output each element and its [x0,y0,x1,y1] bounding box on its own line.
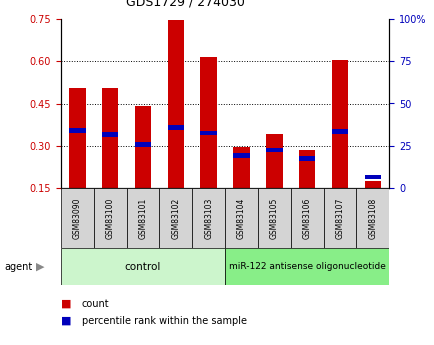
Text: agent: agent [4,262,33,272]
Bar [69,128,85,132]
Bar [298,150,315,188]
Bar [266,135,282,188]
Text: ▶: ▶ [36,262,44,272]
Bar [200,57,217,188]
Text: count: count [82,299,109,308]
Text: GSM83102: GSM83102 [171,198,180,239]
Bar [356,188,388,248]
Bar [266,148,282,152]
Text: GSM83105: GSM83105 [269,198,278,239]
Bar [126,188,159,248]
Bar [331,129,348,134]
Bar [61,188,94,248]
Text: ■: ■ [61,299,71,308]
Text: GSM83101: GSM83101 [138,198,147,239]
Text: GSM83100: GSM83100 [105,198,115,239]
Bar [192,188,225,248]
Bar [102,88,118,188]
Text: ■: ■ [61,316,71,326]
Bar [364,175,380,179]
Bar [135,106,151,188]
Bar [233,147,249,188]
Text: GDS1729 / 274030: GDS1729 / 274030 [126,0,245,9]
Text: control: control [125,262,161,272]
Bar [225,188,257,248]
Bar [225,248,388,285]
Bar [364,181,380,188]
Text: GSM83090: GSM83090 [72,197,82,239]
Bar [290,188,323,248]
Text: GSM83108: GSM83108 [368,198,377,239]
Text: percentile rank within the sample: percentile rank within the sample [82,316,246,326]
Bar [61,248,225,285]
Bar [167,125,184,130]
Bar [331,60,348,188]
Text: GSM83104: GSM83104 [237,198,246,239]
Bar [159,188,192,248]
Bar [135,142,151,147]
Bar [257,188,290,248]
Text: GSM83107: GSM83107 [335,198,344,239]
Bar [167,20,184,188]
Bar [233,154,249,158]
Bar [298,156,315,161]
Text: GSM83103: GSM83103 [204,198,213,239]
Bar [323,188,356,248]
Bar [94,188,126,248]
Bar [102,132,118,137]
Text: GSM83106: GSM83106 [302,198,311,239]
Bar [200,131,217,135]
Bar [69,88,85,188]
Text: miR-122 antisense oligonucleotide: miR-122 antisense oligonucleotide [228,262,385,271]
